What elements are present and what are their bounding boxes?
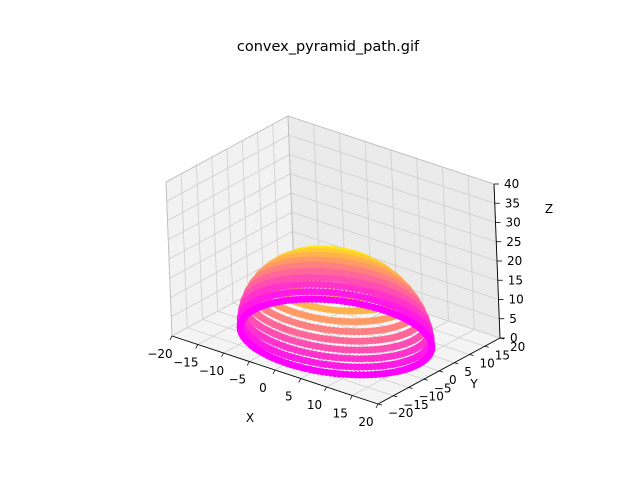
y-tick-label: 20 bbox=[510, 340, 525, 354]
x-tick-label: −10 bbox=[199, 364, 224, 378]
grid-line bbox=[168, 192, 292, 260]
x-tick bbox=[298, 378, 302, 383]
x-tick-label: 10 bbox=[307, 398, 322, 412]
grid-line bbox=[166, 134, 289, 202]
z-tick-label: 10 bbox=[509, 293, 524, 307]
x-tick bbox=[324, 386, 327, 392]
tick-labels: −20−200−15−155−10−1010−5−515002055251010… bbox=[147, 177, 525, 429]
x-tick bbox=[272, 369, 276, 375]
scatter-point bbox=[308, 295, 316, 303]
grid-line bbox=[289, 154, 496, 223]
x-tick-label: 20 bbox=[358, 415, 373, 429]
x-tick bbox=[169, 335, 173, 341]
grid-line bbox=[257, 132, 264, 287]
z-tick-label: 5 bbox=[509, 312, 517, 326]
grid-line bbox=[416, 158, 424, 313]
x-tick-label: 0 bbox=[259, 381, 267, 395]
y-tick bbox=[393, 395, 398, 398]
scatter-point bbox=[310, 256, 318, 264]
grid-line bbox=[167, 154, 290, 221]
y-axis-label: Y bbox=[469, 377, 478, 391]
y-tick-label: −5 bbox=[434, 381, 452, 395]
pane-edge bbox=[165, 181, 173, 337]
scatter-point bbox=[307, 274, 315, 282]
y-tick bbox=[438, 370, 444, 373]
grid-line bbox=[290, 173, 497, 243]
y-tick-label: −15 bbox=[403, 398, 428, 412]
y-tick bbox=[423, 378, 428, 381]
chart-title: convex_pyramid_path.gif bbox=[237, 39, 420, 55]
x-tick bbox=[221, 352, 224, 358]
scatter-point bbox=[311, 261, 319, 269]
z-tick-label: 0 bbox=[510, 331, 518, 345]
grid-line bbox=[272, 124, 280, 279]
y-tick-label: 0 bbox=[449, 373, 457, 387]
grid-line bbox=[352, 329, 475, 396]
z-axis-label: Z bbox=[545, 202, 553, 216]
x-tick-label: 15 bbox=[333, 407, 348, 421]
y-tick bbox=[484, 345, 489, 348]
y-tick-label: 5 bbox=[464, 365, 472, 379]
x-tick bbox=[349, 395, 353, 400]
grid-line bbox=[467, 175, 475, 330]
pane-edge bbox=[287, 115, 295, 271]
scatter-point bbox=[308, 280, 316, 288]
x-axis-label: X bbox=[246, 411, 254, 425]
x-tick-label: −15 bbox=[173, 356, 198, 370]
y-tick-label: −10 bbox=[419, 390, 444, 404]
z-tick-label: 25 bbox=[506, 235, 521, 249]
z-tick-label: 30 bbox=[506, 216, 521, 230]
grid-line bbox=[290, 192, 498, 262]
grid-line bbox=[442, 166, 449, 322]
y-tick-label: −20 bbox=[388, 406, 413, 420]
tick-marks bbox=[169, 183, 505, 409]
pane-edge bbox=[165, 115, 289, 183]
x-tick-label: 5 bbox=[285, 390, 293, 404]
y-tick bbox=[408, 387, 413, 389]
x-tick bbox=[195, 344, 199, 349]
y-tick bbox=[499, 337, 505, 340]
scatter-points bbox=[236, 245, 436, 379]
grid-line bbox=[241, 140, 249, 295]
grid-line bbox=[168, 173, 291, 241]
z-tick-label: 20 bbox=[507, 254, 522, 268]
pane-edge bbox=[287, 115, 495, 185]
scatter-point bbox=[306, 288, 315, 296]
x-tick-label: −20 bbox=[147, 347, 172, 361]
grid-line bbox=[288, 134, 495, 204]
y-tick bbox=[454, 362, 459, 365]
y-tick-label: 15 bbox=[495, 348, 510, 362]
x-tick bbox=[246, 361, 250, 366]
y-tick bbox=[469, 354, 474, 356]
x-tick-label: −5 bbox=[228, 373, 246, 387]
y-tick-label: 10 bbox=[480, 357, 495, 371]
x-tick bbox=[375, 403, 379, 409]
y-tick bbox=[377, 403, 383, 406]
scatter-point bbox=[308, 267, 316, 275]
z-tick-label: 40 bbox=[504, 177, 519, 191]
z-tick-label: 35 bbox=[505, 196, 520, 210]
z-tick-label: 15 bbox=[508, 273, 523, 287]
